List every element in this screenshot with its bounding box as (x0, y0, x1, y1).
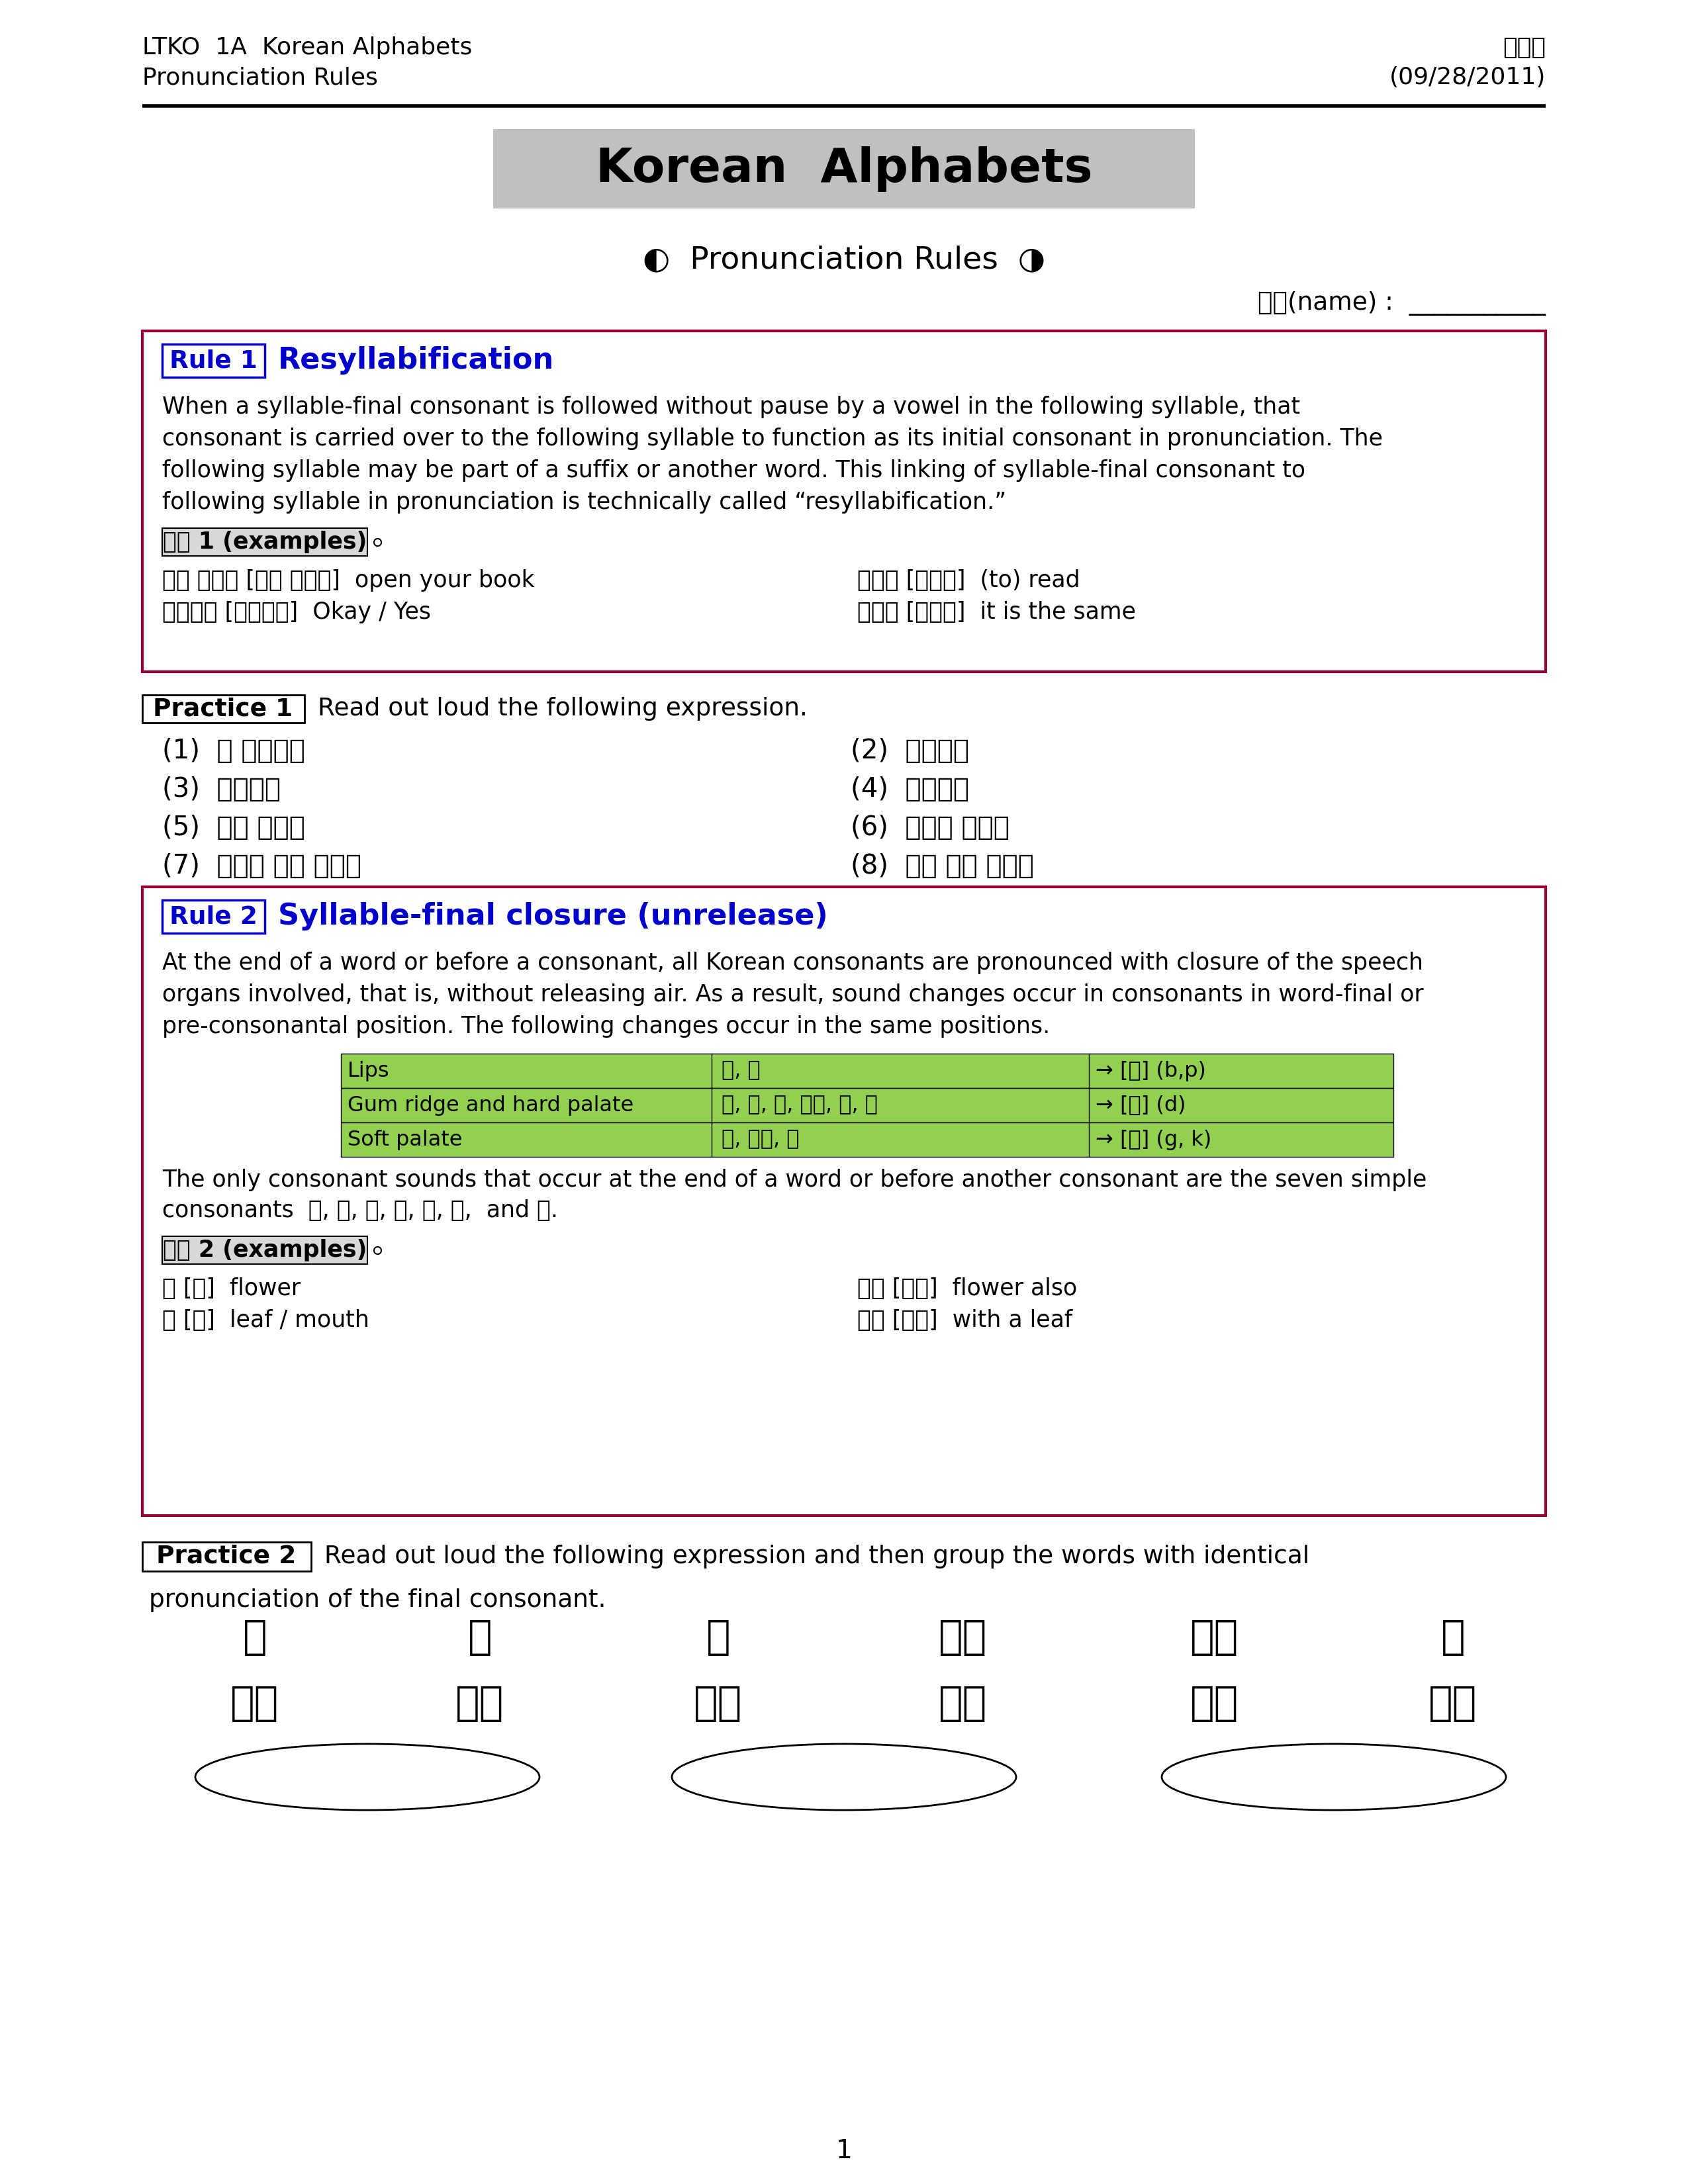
Text: Rule 1: Rule 1 (169, 349, 257, 373)
FancyBboxPatch shape (341, 1053, 1393, 1088)
Text: 빛: 빛 (468, 1618, 491, 1658)
Text: Syllable-final closure (unrelease): Syllable-final closure (unrelease) (279, 902, 827, 930)
Text: (4)  천만에요: (4) 천만에요 (851, 775, 969, 804)
Text: consonants  ᄀ, ᄂ, ᄃ, ᄅ, ᄆ, ᄇ,  and ᄋ.: consonants ᄀ, ᄂ, ᄃ, ᄅ, ᄆ, ᄇ, and ᄋ. (162, 1199, 559, 1221)
Text: ◐  Pronunciation Rules  ◑: ◐ Pronunciation Rules ◑ (643, 245, 1045, 275)
Text: Practice 2: Practice 2 (157, 1544, 297, 1568)
Text: 겹옷: 겹옷 (939, 1684, 987, 1723)
Text: 꽃씨: 꽃씨 (231, 1684, 279, 1723)
Text: 꽃도 [꼼도]  flower also: 꽃도 [꼼도] flower also (858, 1278, 1077, 1299)
Text: (3)  맞았어요: (3) 맞았어요 (162, 775, 280, 804)
Text: 이름(name) :  ___________: 이름(name) : ___________ (1258, 290, 1546, 317)
Ellipse shape (196, 1743, 540, 1811)
Text: Read out loud the following expression.: Read out loud the following expression. (317, 697, 807, 721)
Text: Lips: Lips (348, 1061, 390, 1081)
FancyBboxPatch shape (142, 332, 1546, 673)
Ellipse shape (672, 1743, 1016, 1811)
Text: → [ᄀ] (g, k): → [ᄀ] (g, k) (1096, 1129, 1212, 1151)
Text: 꽃: 꽃 (1442, 1618, 1465, 1658)
Text: 덮개: 덮개 (694, 1684, 743, 1723)
FancyBboxPatch shape (341, 1088, 1393, 1123)
FancyBboxPatch shape (341, 1123, 1393, 1158)
Text: 같아요 [가타요]  it is the same: 같아요 [가타요] it is the same (858, 601, 1136, 622)
Text: ᄃ, ᄐ, ᄉ, ᄉᄉ, ᄌ, ᄎ: ᄃ, ᄐ, ᄉ, ᄉᄉ, ᄌ, ᄎ (721, 1094, 878, 1116)
Ellipse shape (1161, 1743, 1506, 1811)
Text: ᄇ, ᄑ: ᄇ, ᄑ (721, 1061, 760, 1081)
Text: 잎 [입]  leaf / mouth: 잎 [입] leaf / mouth (162, 1308, 370, 1332)
Text: ᄀ, ᄀᄀ, ᄁ: ᄀ, ᄀᄀ, ᄁ (721, 1129, 800, 1151)
Text: Soft palate: Soft palate (348, 1129, 463, 1151)
FancyBboxPatch shape (162, 1236, 368, 1265)
Text: → [ᄇ] (b,p): → [ᄇ] (b,p) (1096, 1061, 1205, 1081)
Text: (5)  읽어 보세요: (5) 읽어 보세요 (162, 815, 306, 841)
Text: Rule 2: Rule 2 (169, 904, 257, 928)
Text: following syllable in pronunciation is technically called “resyllabification.”: following syllable in pronunciation is t… (162, 491, 1006, 513)
Text: 보기 1 (examples): 보기 1 (examples) (162, 531, 366, 553)
Text: When a syllable-final consonant is followed without pause by a vowel in the foll: When a syllable-final consonant is follo… (162, 395, 1300, 419)
Text: 젠다: 젠다 (1428, 1684, 1477, 1723)
Text: → [ᄃ] (d): → [ᄃ] (d) (1096, 1094, 1187, 1116)
Text: 부역: 부역 (939, 1618, 987, 1658)
Text: 낙시: 낙시 (1190, 1618, 1239, 1658)
FancyBboxPatch shape (162, 900, 265, 933)
FancyBboxPatch shape (493, 129, 1195, 207)
Text: 읽어요 [일거요]  (to) read: 읽어요 [일거요] (to) read (858, 570, 1080, 592)
Text: Pronunciation Rules: Pronunciation Rules (142, 66, 378, 90)
Text: 잎과 [입꼬]  with a leaf: 잎과 [입꼬] with a leaf (858, 1308, 1072, 1332)
FancyBboxPatch shape (162, 529, 368, 557)
Text: organs involved, that is, without releasing air. As a result, sound changes occu: organs involved, that is, without releas… (162, 983, 1423, 1007)
Text: (6)  질문이 있어요: (6) 질문이 있어요 (851, 815, 1009, 841)
Text: 보기 2 (examples): 보기 2 (examples) (162, 1238, 366, 1262)
Text: (1)  잘 듣으세요: (1) 잘 듣으세요 (162, 738, 306, 764)
Text: Resyllabification: Resyllabification (279, 347, 554, 376)
FancyBboxPatch shape (142, 695, 304, 723)
FancyBboxPatch shape (142, 887, 1546, 1516)
Text: consonant is carried over to the following syllable to function as its initial c: consonant is carried over to the followi… (162, 428, 1382, 450)
FancyBboxPatch shape (162, 345, 265, 378)
Text: Practice 1: Practice 1 (154, 697, 294, 721)
Text: The only consonant sounds that occur at the end of a word or before another cons: The only consonant sounds that occur at … (162, 1168, 1426, 1190)
Text: 꽃 [꼼]  flower: 꽃 [꼼] flower (162, 1278, 300, 1299)
Text: 박윤주: 박윤주 (1502, 37, 1546, 59)
Text: 1: 1 (836, 2138, 852, 2164)
FancyBboxPatch shape (142, 1542, 311, 1570)
Text: (2)  않으세요: (2) 않으세요 (851, 738, 969, 764)
Text: 옷: 옷 (243, 1618, 267, 1658)
Text: 받침: 받침 (1190, 1684, 1239, 1723)
Text: (8)  책이 여기 있어요: (8) 책이 여기 있어요 (851, 854, 1033, 880)
Text: LTKO  1A  Korean Alphabets: LTKO 1A Korean Alphabets (142, 37, 473, 59)
Text: 바닥: 바닥 (456, 1684, 505, 1723)
Text: Gum ridge and hard palate: Gum ridge and hard palate (348, 1094, 633, 1116)
Text: 알았어요 [아라써요]  Okay / Yes: 알았어요 [아라써요] Okay / Yes (162, 601, 430, 622)
Text: 낙: 낙 (706, 1618, 731, 1658)
Text: (7)  영어를 쓰지 마세요: (7) 영어를 쓰지 마세요 (162, 854, 361, 880)
Text: 책을 펼세요 [책글 펼세요]  open your book: 책을 펼세요 [책글 펼세요] open your book (162, 570, 535, 592)
Text: pronunciation of the final consonant.: pronunciation of the final consonant. (149, 1588, 606, 1612)
Text: Korean  Alphabets: Korean Alphabets (596, 146, 1092, 192)
Text: Read out loud the following expression and then group the words with identical: Read out loud the following expression a… (324, 1544, 1310, 1568)
Text: following syllable may be part of a suffix or another word. This linking of syll: following syllable may be part of a suff… (162, 459, 1305, 483)
Text: pre-consonantal position. The following changes occur in the same positions.: pre-consonantal position. The following … (162, 1016, 1050, 1037)
Text: (09/28/2011): (09/28/2011) (1389, 66, 1546, 90)
Text: At the end of a word or before a consonant, all Korean consonants are pronounced: At the end of a word or before a consona… (162, 952, 1423, 974)
